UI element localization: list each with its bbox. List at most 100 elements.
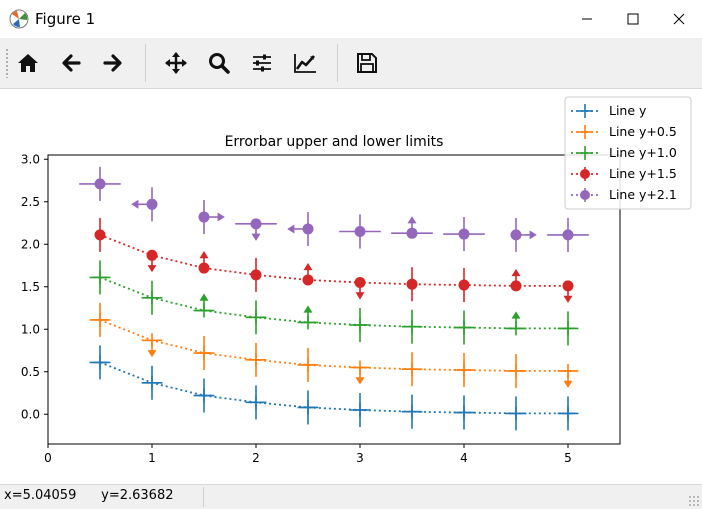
legend-label: Line y+1.5 — [609, 166, 677, 181]
close-button[interactable] — [656, 0, 702, 38]
x-tick-label: 0 — [44, 451, 52, 465]
data-point — [354, 226, 366, 237]
minimize-icon — [582, 18, 592, 20]
series-1 — [89, 302, 579, 388]
series-line — [99, 276, 568, 330]
magnifier-icon — [209, 53, 230, 74]
legend-marker — [580, 190, 590, 200]
limit-arrow — [511, 311, 521, 319]
series-line — [99, 319, 568, 372]
limit-arrow — [217, 212, 225, 222]
status-bar: x=5.04059 y=2.63682 — [0, 484, 702, 509]
maximize-button[interactable] — [610, 0, 656, 38]
data-point — [562, 229, 574, 241]
cursor-coordinates: x=5.04059 y=2.63682 — [4, 488, 174, 503]
data-point — [94, 178, 106, 190]
limit-arrow — [303, 305, 313, 313]
window-titlebar: Figure 1 — [0, 0, 702, 38]
y-tick-label: 1.5 — [21, 280, 40, 294]
legend-marker — [580, 169, 590, 179]
data-point — [94, 229, 106, 241]
chart-title: Errorbar upper and lower limits — [225, 134, 444, 150]
x-tick-label: 5 — [564, 451, 572, 465]
y-tick-label: 2.0 — [21, 237, 40, 251]
y-tick-label: 0.0 — [21, 407, 40, 421]
figure-canvas[interactable]: Errorbar upper and lower limits 0 1 2 3 4 5 0.0… — [0, 89, 702, 482]
pan-button[interactable] — [159, 46, 193, 80]
x-tick-label: 4 — [460, 451, 468, 465]
data-point — [250, 218, 262, 230]
limit-arrow — [303, 262, 313, 271]
toolbar-separator — [337, 44, 338, 82]
minimize-button[interactable] — [564, 0, 610, 38]
data-point — [562, 280, 574, 292]
limit-arrow — [147, 350, 157, 358]
x-tick-label: 3 — [356, 451, 364, 465]
limit-arrow — [251, 233, 261, 241]
limit-arrow — [199, 293, 209, 301]
y-tick-label: 3.0 — [21, 152, 40, 166]
limit-arrow — [147, 265, 157, 273]
series-0 — [89, 345, 579, 431]
data-point — [302, 274, 314, 286]
limit-arrow — [355, 292, 365, 300]
x-tick-label: 2 — [252, 451, 260, 465]
edit-axis-button[interactable] — [288, 46, 322, 80]
series-3 — [94, 217, 574, 303]
line-chart-icon — [294, 54, 316, 73]
maximize-icon — [627, 13, 639, 25]
window-title: Figure 1 — [35, 10, 96, 28]
data-point — [302, 223, 314, 235]
floppy-disk-icon — [357, 53, 377, 73]
data-point — [198, 262, 210, 274]
limit-arrow — [131, 199, 139, 209]
legend-label: Line y+1.0 — [609, 145, 677, 160]
sliders-icon — [253, 54, 271, 72]
matplotlib-icon — [9, 9, 29, 29]
errorbar-chart[interactable]: Errorbar upper and lower limits 0 1 2 3 4 5 0.0… — [0, 89, 702, 482]
back-button[interactable] — [54, 46, 88, 80]
y-tick-label: 1.0 — [21, 322, 40, 336]
arrow-left-icon — [62, 54, 81, 72]
legend-entry: Line y+0.5 — [571, 124, 677, 139]
save-button[interactable] — [350, 46, 384, 80]
data-point — [354, 277, 366, 288]
data-point — [458, 228, 470, 240]
legend-entry: Line y+1.0 — [571, 145, 677, 160]
data-point — [250, 269, 262, 281]
forward-button[interactable] — [96, 46, 130, 80]
subplots-button[interactable] — [245, 46, 279, 80]
arrow-right-icon — [103, 54, 122, 72]
home-icon — [18, 54, 38, 72]
limit-arrow — [511, 268, 521, 277]
resize-grip[interactable] — [688, 495, 700, 507]
data-point — [146, 198, 158, 210]
toolbar-grip[interactable] — [5, 48, 9, 78]
legend-entry: Line y+2.1 — [571, 187, 677, 202]
zoom-button[interactable] — [202, 46, 236, 80]
series-line — [99, 361, 568, 415]
status-divider — [203, 487, 204, 507]
data-point — [510, 280, 522, 292]
y-tick-label: 0.5 — [21, 365, 40, 379]
legend-label: Line y — [609, 103, 647, 118]
legend-entry: Line y+1.5 — [571, 166, 677, 181]
data-point — [510, 229, 522, 241]
limit-arrow — [407, 216, 417, 224]
navigation-toolbar — [0, 38, 702, 89]
x-tick-label: 1 — [148, 451, 156, 465]
axes-frame — [47, 154, 621, 445]
legend-entry: Line y — [571, 103, 647, 118]
plot-area — [79, 166, 589, 431]
data-point — [458, 279, 470, 291]
toolbar-separator — [145, 44, 146, 82]
y-tick-label: 2.5 — [21, 195, 40, 209]
move-icon — [165, 52, 187, 74]
limit-arrow — [563, 295, 573, 303]
series-2 — [89, 260, 579, 346]
data-point — [406, 227, 418, 239]
home-button[interactable] — [11, 46, 45, 80]
limit-arrow — [287, 224, 295, 234]
limit-arrow — [199, 251, 209, 259]
data-point — [406, 278, 418, 290]
